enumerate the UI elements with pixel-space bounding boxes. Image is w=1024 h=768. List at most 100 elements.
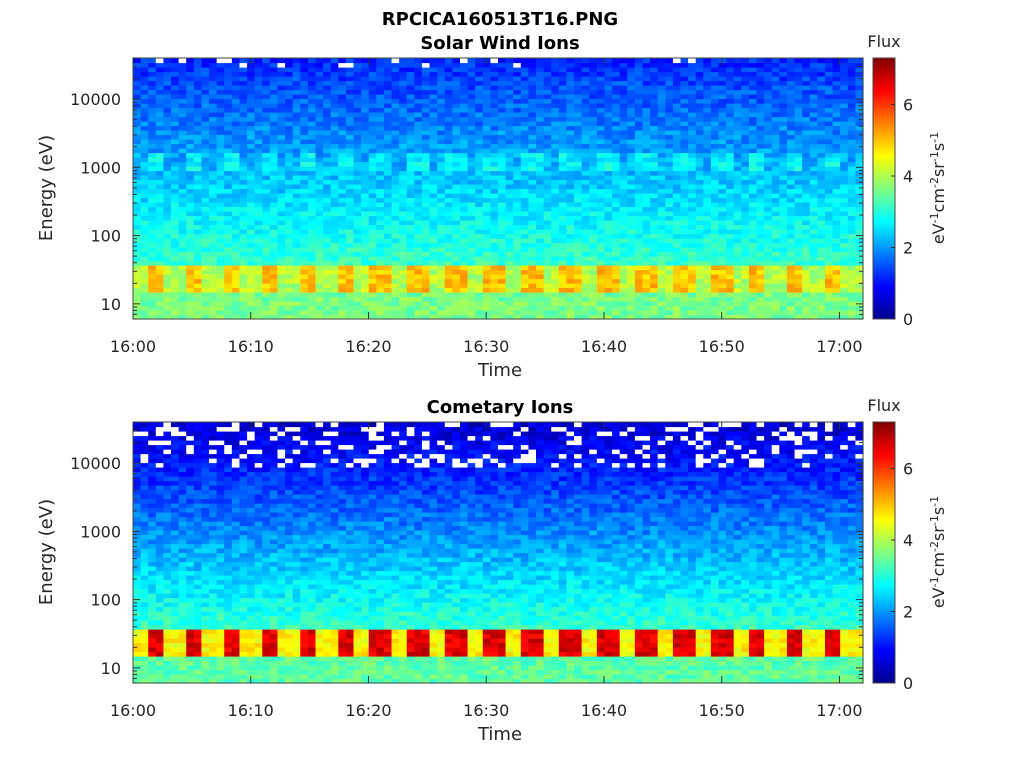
heatmap-cell (421, 269, 431, 275)
heatmap-cell (338, 292, 347, 298)
heatmap-cell (414, 148, 423, 154)
heatmap-cell (764, 206, 773, 212)
heatmap-cell (718, 305, 727, 311)
heatmap-cell (368, 67, 377, 73)
heatmap-cell (133, 116, 142, 122)
heatmap-cell (672, 215, 682, 221)
heatmap-cell (459, 292, 469, 298)
heatmap-cell (490, 292, 499, 298)
heatmap-cell (269, 220, 279, 226)
heatmap-cell (155, 175, 165, 181)
heatmap-cell (353, 247, 362, 253)
heatmap-cell (277, 292, 286, 298)
heatmap-cell (277, 170, 286, 176)
heatmap-cell (741, 256, 750, 262)
heatmap-cell (566, 238, 575, 244)
heatmap-cell (748, 314, 758, 320)
heatmap-cell (574, 134, 583, 140)
heatmap-cell (163, 296, 172, 302)
heatmap-cell (619, 170, 628, 176)
heatmap-cell (239, 94, 248, 100)
heatmap-cell (513, 107, 522, 113)
heatmap-cell (140, 130, 149, 136)
heatmap-cell (323, 292, 332, 298)
heatmap-cell (269, 112, 279, 118)
heatmap-cell (155, 215, 165, 221)
heatmap-cell (726, 233, 735, 239)
heatmap-cell (391, 197, 400, 203)
heatmap-cell (558, 107, 568, 113)
heatmap-cell (133, 188, 142, 194)
heatmap-cell (513, 103, 522, 109)
heatmap-cell (574, 85, 583, 91)
heatmap-cell (247, 143, 256, 149)
heatmap-cell (710, 202, 720, 208)
heatmap-cell (452, 238, 461, 244)
heatmap-cell (361, 296, 370, 302)
heatmap-cell (498, 116, 507, 122)
heatmap-cell (589, 112, 598, 118)
heatmap-cell (558, 301, 568, 307)
heatmap-cell (338, 143, 347, 149)
heatmap-cell (224, 233, 233, 239)
heatmap-cell (193, 292, 203, 298)
heatmap-cell (239, 139, 248, 145)
heatmap-cell (254, 314, 263, 320)
heatmap-cell (764, 296, 773, 302)
heatmap-cell (406, 121, 415, 127)
heatmap-cell (551, 89, 560, 95)
heatmap-cell (201, 233, 210, 239)
heatmap-cell (619, 157, 628, 163)
heatmap-cell (718, 238, 727, 244)
heatmap-cell (703, 278, 712, 284)
heatmap-cell (216, 256, 225, 262)
heatmap-cell (748, 283, 758, 289)
heatmap-cell (604, 107, 613, 113)
heatmap-cell (269, 116, 279, 122)
heatmap-cell (741, 188, 750, 194)
heatmap-cell (756, 107, 765, 113)
heatmap-cell (178, 139, 187, 145)
heatmap-cell (262, 310, 271, 316)
heatmap-cell (171, 58, 180, 64)
heatmap-cell (269, 71, 279, 77)
heatmap-cell (505, 62, 514, 68)
heatmap-cell (650, 112, 659, 118)
heatmap-cell (391, 67, 400, 73)
heatmap-cell (315, 233, 324, 239)
heatmap-cell (421, 296, 431, 302)
heatmap-cell (163, 125, 172, 131)
heatmap-cell (771, 233, 780, 239)
heatmap-cell (771, 229, 780, 235)
heatmap-cell (726, 238, 735, 244)
heatmap-cell (627, 274, 636, 280)
heatmap-cell (201, 179, 210, 185)
heatmap-cell (756, 296, 765, 302)
heatmap-cell (551, 206, 560, 212)
heatmap-cell (140, 71, 149, 77)
heatmap-cell (429, 166, 438, 172)
heatmap-cell (459, 67, 469, 73)
heatmap-cell (467, 71, 476, 77)
heatmap-cell (345, 224, 355, 230)
heatmap-cell (300, 269, 309, 275)
heatmap-cell (429, 139, 438, 145)
heatmap-cell (353, 188, 362, 194)
heatmap-cell (277, 283, 286, 289)
heatmap-cell (224, 278, 233, 284)
heatmap-cell (688, 310, 697, 316)
heatmap-cell (726, 260, 735, 266)
heatmap-cell (657, 256, 666, 262)
heatmap-cell (277, 202, 286, 208)
heatmap-cell (710, 220, 720, 226)
heatmap-cell (239, 233, 248, 239)
heatmap-cell (459, 80, 469, 86)
heatmap-cell (520, 220, 530, 226)
heatmap-cell (733, 296, 742, 302)
heatmap-cell (551, 269, 560, 275)
heatmap-cell (589, 188, 598, 194)
heatmap-cell (269, 143, 279, 149)
heatmap-cell (155, 269, 165, 275)
heatmap-cell (186, 139, 195, 145)
heatmap-cell (726, 283, 735, 289)
